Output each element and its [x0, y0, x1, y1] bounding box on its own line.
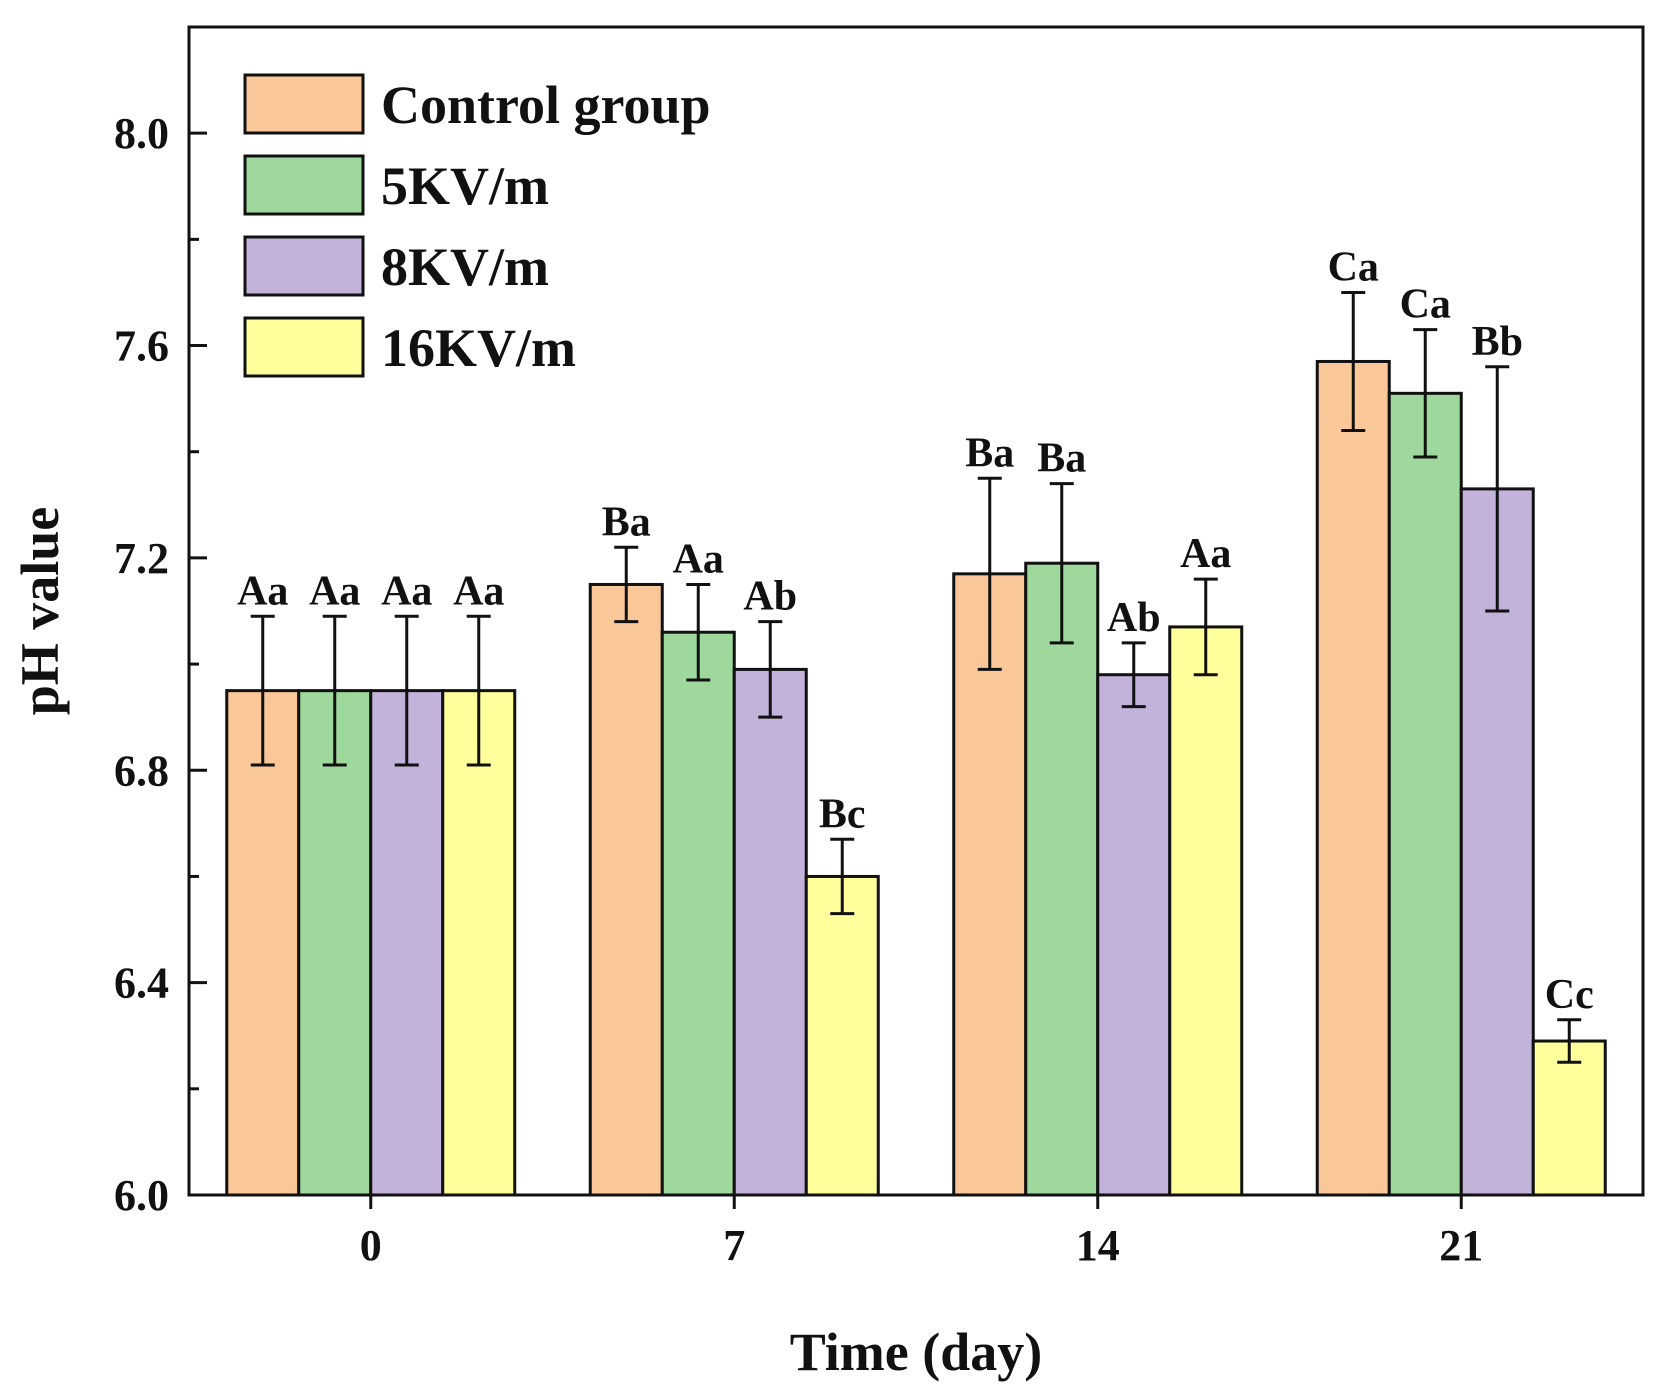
- significance-label: Aa: [673, 536, 724, 582]
- y-tick-label: 6.0: [114, 1171, 169, 1220]
- bar: [1315, 359, 1391, 1197]
- significance-label: Ba: [602, 499, 651, 545]
- bar: [588, 582, 664, 1197]
- significance-label: Aa: [453, 568, 504, 614]
- bar: [225, 689, 301, 1197]
- significance-label: Aa: [1180, 531, 1231, 577]
- significance-labels-layer: Aa Aa Aa Aa Ba Aa Ab Bc Ba Ba Ab Aa Ca Ca Bb Cc: [237, 244, 1594, 1017]
- bar: [1096, 673, 1172, 1197]
- significance-label: Ca: [1328, 244, 1379, 290]
- significance-label: Ab: [1107, 595, 1161, 641]
- x-tick-label: 21: [1439, 1221, 1483, 1270]
- significance-label: Aa: [381, 568, 432, 614]
- significance-label: Ab: [743, 574, 797, 620]
- x-axis: 0 7 14 21: [360, 1195, 1483, 1270]
- bar: [732, 667, 808, 1197]
- significance-label: Ba: [965, 430, 1014, 476]
- significance-label: Aa: [237, 568, 288, 614]
- significance-label: Bb: [1472, 319, 1523, 365]
- significance-label: Cc: [1545, 972, 1594, 1018]
- x-tick-label: 7: [723, 1221, 745, 1270]
- significance-label: Ba: [1037, 436, 1086, 482]
- bar: [1024, 561, 1100, 1197]
- significance-label: Aa: [309, 568, 360, 614]
- legend: Control group 5KV/m 8KV/m 16KV/m: [243, 73, 711, 378]
- legend-label: 8KV/m: [381, 237, 549, 297]
- legend-swatch: [243, 73, 365, 135]
- legend-swatch: [243, 316, 365, 378]
- legend-label: 5KV/m: [381, 156, 549, 216]
- y-axis: 6.0 6.4 6.8 7.2 7.6 8.0: [114, 109, 207, 1220]
- y-tick-label: 8.0: [114, 109, 169, 158]
- bar: [441, 689, 517, 1197]
- plot-frame: [187, 25, 1645, 1197]
- bar: [1168, 625, 1244, 1197]
- bar: [297, 689, 373, 1197]
- bar: [1531, 1039, 1607, 1197]
- error-bars-layer: [250, 290, 1582, 1064]
- x-axis-label: Time (day): [790, 1322, 1043, 1382]
- bar: [804, 874, 880, 1197]
- y-axis-label: pH value: [10, 507, 70, 716]
- legend-swatch: [243, 154, 365, 216]
- x-tick-label: 14: [1076, 1221, 1120, 1270]
- y-tick-label: 7.2: [114, 534, 169, 583]
- legend-label: 16KV/m: [381, 318, 576, 378]
- x-tick-label: 0: [360, 1221, 382, 1270]
- bar: [660, 630, 736, 1197]
- bar: [1387, 391, 1463, 1197]
- y-tick-label: 6.4: [114, 959, 169, 1008]
- y-tick-label: 7.6: [114, 322, 169, 371]
- significance-label: Ca: [1400, 282, 1451, 328]
- legend-swatch: [243, 235, 365, 297]
- legend-label: Control group: [381, 75, 711, 135]
- y-tick-label: 6.8: [114, 746, 169, 795]
- bars-layer: [225, 359, 1607, 1197]
- significance-label: Bc: [819, 791, 866, 837]
